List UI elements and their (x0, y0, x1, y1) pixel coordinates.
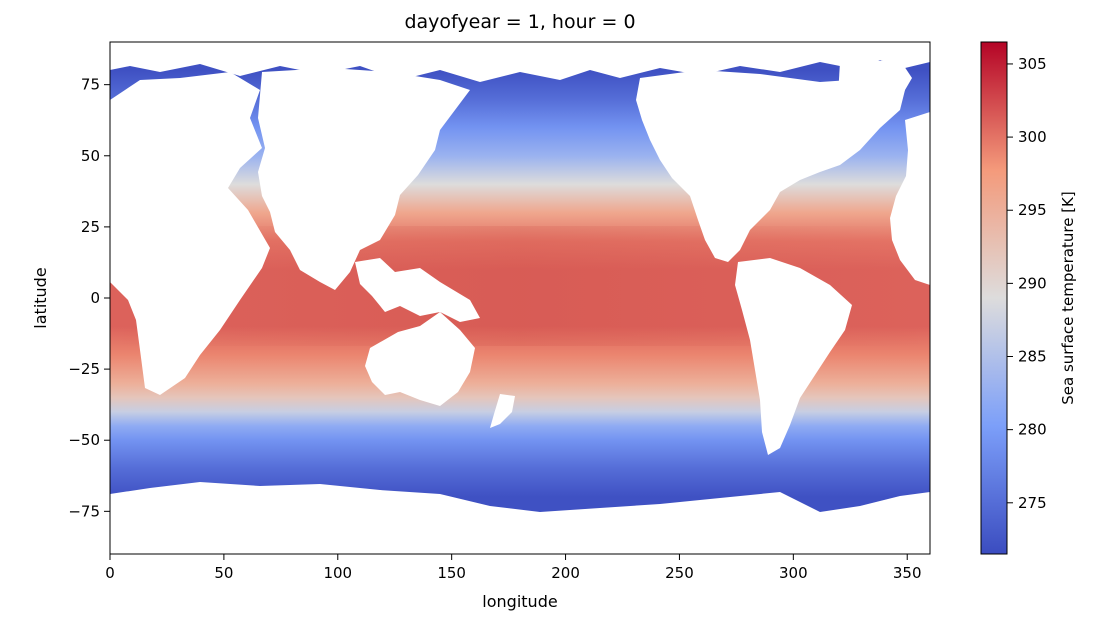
colorbar-label: Sea surface temperature [K] (1059, 191, 1077, 405)
y-tick-label: 75 (81, 76, 100, 94)
x-tick-label: 350 (893, 564, 922, 582)
colorbar-tick-label: 295 (1018, 201, 1047, 219)
colorbar-scale (980, 41, 1008, 555)
land-eurasia-west (110, 72, 270, 395)
x-tick-label: 150 (437, 564, 466, 582)
land-europe-africa-east (890, 112, 930, 285)
land-mask (110, 42, 930, 554)
y-axis-label: latitude (31, 267, 50, 328)
colorbar-tick-label: 280 (1018, 421, 1047, 439)
colorbar-tick-label: 290 (1018, 274, 1047, 292)
colorbar-tick-label: 285 (1018, 348, 1047, 366)
y-tick-label: 50 (81, 147, 100, 165)
x-tick-label: 250 (665, 564, 694, 582)
x-tick-label: 50 (214, 564, 233, 582)
land-greenland (838, 60, 912, 130)
land-eurasia-east (258, 68, 470, 290)
x-tick-label: 0 (105, 564, 115, 582)
y-tick-label: 25 (81, 218, 100, 236)
land-north-america (636, 70, 905, 262)
land-new-zealand (490, 394, 515, 428)
land-australia (365, 312, 475, 406)
colorbar-tick-label: 305 (1018, 55, 1047, 73)
heatmap-plot-area (110, 42, 930, 554)
land-maritime-continent (355, 258, 480, 322)
x-tick-label: 100 (323, 564, 352, 582)
y-tick-label: 0 (90, 289, 100, 307)
colorbar: 275 280 285 290 295 300 305 Sea surface temper… (980, 41, 1077, 555)
x-tick-label: 200 (551, 564, 580, 582)
x-axis-label: longitude (482, 592, 557, 611)
y-tick-label: −75 (68, 502, 100, 520)
x-axis: 0 50 100 150 200 250 300 350 (105, 554, 922, 582)
y-tick-label: −50 (68, 431, 100, 449)
colorbar-tick-label: 300 (1018, 128, 1047, 146)
land-south-america (735, 258, 852, 455)
chart-title: dayofyear = 1, hour = 0 (404, 11, 635, 33)
y-tick-label: −25 (68, 360, 100, 378)
x-tick-label: 300 (779, 564, 808, 582)
y-axis: 75 50 25 0 −25 −50 −75 (68, 76, 110, 520)
land-antarctica (110, 482, 930, 554)
colorbar-tick-label: 275 (1018, 494, 1047, 512)
colorbar-ticks: 275 280 285 290 295 300 305 (1007, 55, 1047, 512)
